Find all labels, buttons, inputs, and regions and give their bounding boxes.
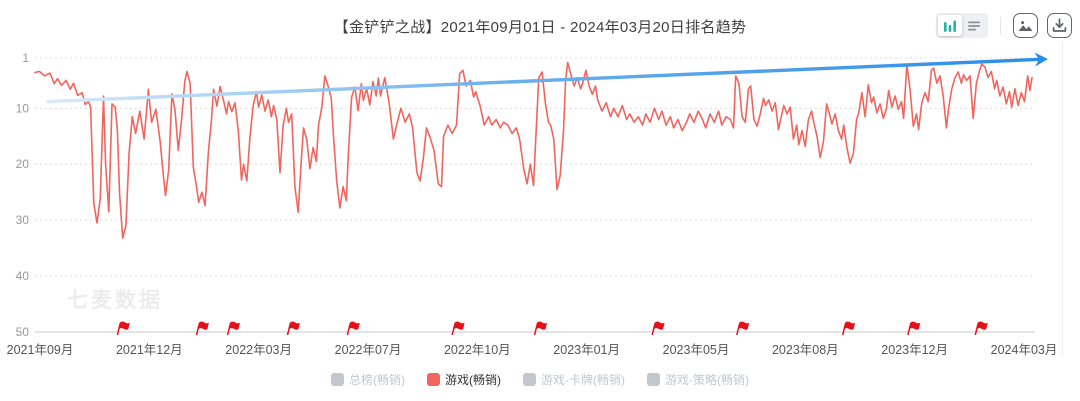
chart-title: 【金铲铲之战】2021年09月01日 - 2024年03月20日排名趋势 [333, 19, 747, 36]
legend-item[interactable]: 总榜(畅销) [331, 371, 405, 388]
rank-line-series [34, 61, 1033, 239]
x-tick-label: 2022年07月 [335, 343, 402, 357]
trend-arrow-head [1034, 52, 1048, 67]
flag-marker[interactable] [651, 321, 665, 336]
view-toggle-group [936, 13, 988, 38]
flag-marker[interactable] [226, 321, 240, 336]
legend-item[interactable]: 游戏(畅销) [427, 371, 501, 388]
legend-marker [647, 373, 660, 386]
list-icon [968, 21, 980, 30]
legend-label: 总榜(畅销) [349, 373, 405, 387]
legend-item[interactable]: 游戏-卡牌(畅销) [523, 371, 625, 388]
flag-marker[interactable] [286, 321, 300, 336]
x-tick-label: 2022年10月 [444, 343, 511, 357]
image-icon [1018, 21, 1033, 31]
legend-marker [523, 373, 536, 386]
flag-marker[interactable] [974, 321, 988, 336]
flag-marker[interactable] [346, 321, 360, 336]
legend-item[interactable]: 游戏-策略(畅销) [647, 371, 749, 388]
x-tick-label: 2023年05月 [663, 343, 730, 357]
x-tick-label: 2021年12月 [116, 343, 183, 357]
bar-chart-icon [944, 20, 956, 32]
flag-marker[interactable] [195, 321, 209, 336]
x-tick-label: 2022年03月 [225, 343, 292, 357]
x-tick-label: 2023年08月 [772, 343, 839, 357]
y-tick-label: 20 [16, 157, 30, 171]
x-tick-label: 2021年09月 [7, 343, 74, 357]
chart-legend: 总榜(畅销) 游戏(畅销) 游戏-卡牌(畅销) 游戏-策略(畅销) [0, 371, 1080, 388]
x-tick-label: 2023年01月 [553, 343, 620, 357]
x-tick-label: 2024年03月 [991, 343, 1058, 357]
y-tick-label: 1 [22, 51, 29, 65]
x-tick-label: 2023年12月 [881, 343, 948, 357]
flag-marker[interactable] [736, 321, 750, 336]
legend-label: 游戏-策略(畅销) [665, 373, 749, 387]
y-tick-label: 50 [16, 325, 30, 339]
panel-right-edge [1062, 42, 1063, 357]
y-tick-label: 30 [16, 213, 30, 227]
y-tick-label: 40 [16, 269, 30, 283]
trend-arrow-line [46, 57, 1040, 104]
toolbar-divider [1000, 16, 1001, 35]
flag-marker[interactable] [116, 321, 130, 336]
flag-marker[interactable] [451, 321, 465, 336]
list-view-toggle[interactable] [962, 15, 986, 36]
download-icon [1052, 18, 1067, 32]
watermark: 七麦数据 [67, 289, 163, 312]
export-image-button[interactable] [1013, 13, 1038, 38]
legend-label: 游戏-卡牌(畅销) [541, 373, 625, 387]
download-button[interactable] [1047, 13, 1072, 38]
chart-toolbar [936, 13, 1072, 38]
chart-view-toggle[interactable] [938, 15, 962, 36]
legend-marker [331, 373, 344, 386]
y-tick-label: 10 [16, 101, 30, 115]
flag-marker[interactable] [907, 321, 921, 336]
flag-marker[interactable] [841, 321, 856, 336]
legend-marker [427, 373, 440, 386]
flag-marker[interactable] [533, 321, 547, 336]
legend-label: 游戏(畅销) [445, 373, 501, 387]
